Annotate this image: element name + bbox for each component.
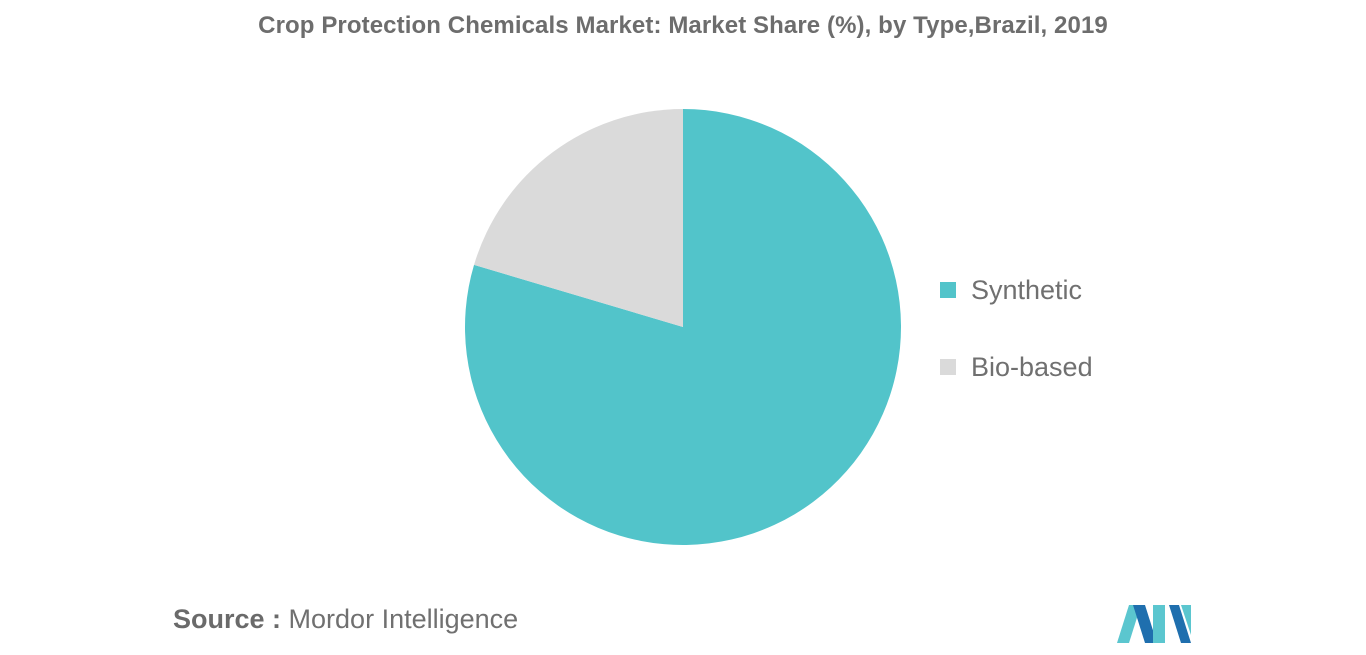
legend-swatch-synthetic	[940, 282, 956, 298]
chart-title: Crop Protection Chemicals Market: Market…	[258, 12, 1108, 39]
pie-slices	[464, 109, 901, 545]
logo-left-stroke	[1117, 605, 1141, 643]
legend-item-synthetic: Synthetic	[940, 270, 1093, 310]
source-note: Source : Mordor Intelligence	[173, 604, 518, 635]
source-value: Mordor Intelligence	[288, 604, 519, 634]
logo-right-stroke	[1181, 605, 1191, 635]
legend-label-synthetic: Synthetic	[971, 274, 1083, 305]
logo-left-diagonal	[1133, 605, 1157, 643]
legend-label-bio-based: Bio-based	[971, 351, 1093, 382]
logo-center-stroke	[1153, 605, 1165, 643]
logo-right-diagonal	[1169, 605, 1191, 643]
mordor-intelligence-logo-icon	[1117, 605, 1191, 643]
legend-swatch-bio-based	[940, 359, 956, 375]
pie-slice-synthetic	[464, 109, 901, 545]
source-key: Source :	[173, 604, 282, 634]
legend-item-bio-based: Bio-based	[940, 347, 1093, 387]
pie-slice-bio-based	[474, 109, 683, 327]
chart-legend: Synthetic Bio-based	[940, 270, 1093, 424]
